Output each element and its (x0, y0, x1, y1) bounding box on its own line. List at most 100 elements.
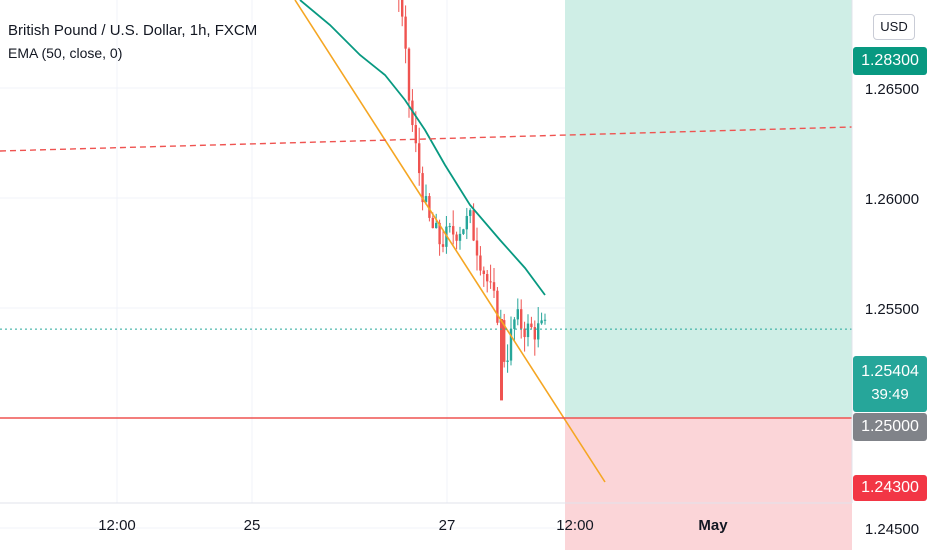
stop-zone (565, 418, 852, 550)
stop-price-tag: 1.24300 (853, 475, 927, 501)
candle (469, 208, 472, 224)
candle-body (404, 16, 407, 49)
candle-body (401, 0, 404, 17)
candle (492, 268, 496, 298)
candle (520, 299, 523, 339)
ema-indicator-label[interactable]: EMA (50, close, 0) (8, 45, 123, 61)
candle (537, 307, 540, 348)
candle-body (513, 319, 516, 329)
candle-body (520, 309, 523, 329)
candle-body (458, 233, 462, 241)
candle (465, 207, 468, 240)
candle-body (452, 226, 455, 235)
candle (428, 193, 431, 222)
candle (516, 298, 519, 326)
candle-body (479, 255, 482, 271)
candle (398, 0, 400, 12)
candle-body (496, 290, 499, 323)
candle-body (421, 173, 424, 203)
target-price-tag: 1.28300 (853, 47, 927, 75)
candle-body (543, 319, 547, 321)
candle-body (509, 328, 513, 361)
candle (424, 184, 428, 205)
ema-line (299, 0, 546, 296)
candle-body (407, 48, 411, 101)
candle-body (523, 328, 526, 338)
price-tick-label: 1.24500 (865, 521, 919, 538)
candle (455, 231, 458, 250)
symbol-title: British Pound / U.S. Dollar, 1h, FXCM (8, 22, 258, 39)
price-axis[interactable]: 1.245001.250001.255001.260001.265001.270… (851, 0, 932, 550)
price-tick-label: 1.26500 (865, 81, 919, 98)
currency-button[interactable]: USD (873, 14, 915, 40)
time-axis[interactable]: 12:00 25 27 12:00 May (0, 502, 852, 534)
current-price-tag: 1.25404 39:49 (853, 356, 927, 412)
candle-body (438, 222, 441, 245)
candle-body (475, 240, 479, 256)
trend-line (294, 0, 606, 483)
candle (526, 314, 530, 347)
candle (452, 210, 455, 245)
price-tick-label: 1.26000 (865, 191, 919, 208)
candle-body (455, 234, 458, 241)
candle (506, 344, 509, 373)
candle (479, 246, 482, 276)
candle-body (414, 125, 417, 144)
candle (418, 127, 421, 186)
candle (475, 227, 479, 271)
candle (489, 264, 492, 289)
candle (509, 316, 513, 366)
candle (486, 269, 489, 293)
candle (543, 313, 547, 325)
candle (533, 320, 536, 356)
candle-body (506, 360, 509, 362)
candle (441, 231, 445, 253)
candle-body (489, 281, 492, 283)
countdown-timer: 39:49 (871, 386, 909, 403)
drawing-overlays (0, 0, 853, 483)
candle-body (486, 274, 489, 282)
candle (458, 226, 462, 250)
candle-body (503, 320, 506, 362)
candle (530, 316, 533, 329)
candle (523, 321, 526, 352)
candle (414, 111, 417, 153)
candlestick-series (398, 0, 547, 401)
time-tick-label: 12:00 (556, 517, 594, 534)
entry-price-tag: 1.25000 (853, 413, 927, 441)
current-price-value: 1.25404 (861, 363, 919, 380)
candle (448, 222, 451, 233)
candle (482, 266, 485, 287)
candle-body (441, 244, 445, 247)
candle-body (500, 319, 503, 401)
candle (462, 228, 465, 235)
position-zones (565, 0, 852, 550)
time-tick-label: 12:00 (98, 517, 136, 534)
candle-body (462, 229, 465, 234)
candle-body (411, 100, 414, 126)
candle-body (516, 309, 519, 320)
candle-body (469, 210, 472, 216)
candle (404, 5, 407, 64)
candle-body (424, 196, 428, 203)
resistance-dashed-line (0, 126, 853, 152)
candle (435, 213, 438, 229)
legend: British Pound / U.S. Dollar, 1h, FXCM EM… (8, 22, 257, 62)
target-zone (565, 0, 852, 418)
time-tick-label: May (698, 517, 728, 534)
time-tick-label: 25 (244, 517, 261, 534)
candle (496, 287, 499, 326)
candle-body (530, 323, 533, 328)
candle-body (465, 215, 468, 230)
candle-body (435, 222, 438, 229)
candle-body (482, 270, 485, 275)
candle-body (526, 323, 530, 338)
candle-body (472, 210, 475, 241)
candle (513, 317, 516, 342)
candle-body (492, 282, 496, 291)
price-axis-bg (852, 0, 932, 550)
candle-body (431, 217, 434, 229)
candle (503, 313, 506, 368)
